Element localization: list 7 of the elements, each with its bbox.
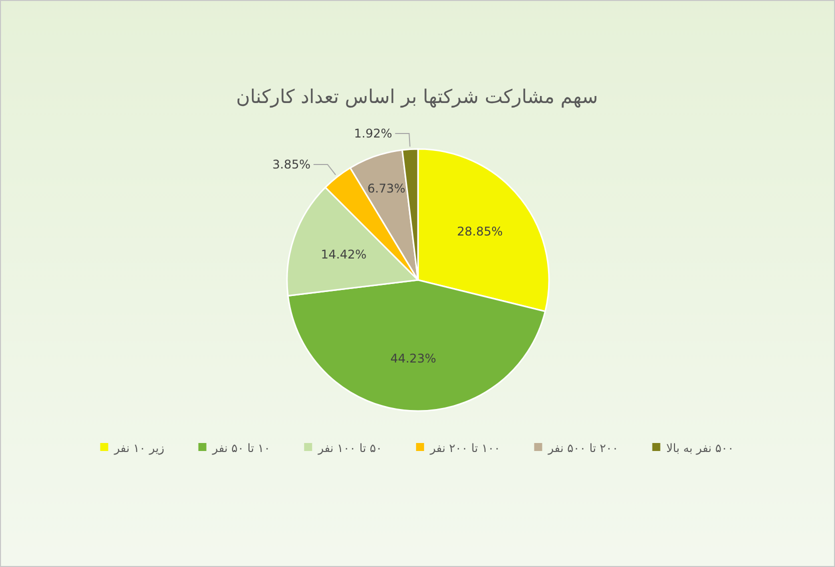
title: سهم مشارکت شرکتها بر اساس تعداد کارکنان [236,86,598,108]
legend-label: ۵۰۰ نفر به بالا [666,441,734,455]
legend-label: ۱۰۰ تا ۲۰۰ نفر [429,441,500,455]
legend-label: ۵۰ تا ۱۰۰ نفر [317,441,382,455]
legend-label: زیر ۱۰ نفر [113,441,164,455]
legend-label: ۲۰۰ تا ۵۰۰ نفر [547,441,618,455]
slice-label: ۱۰ تا ۵۰ نفر [211,441,270,455]
